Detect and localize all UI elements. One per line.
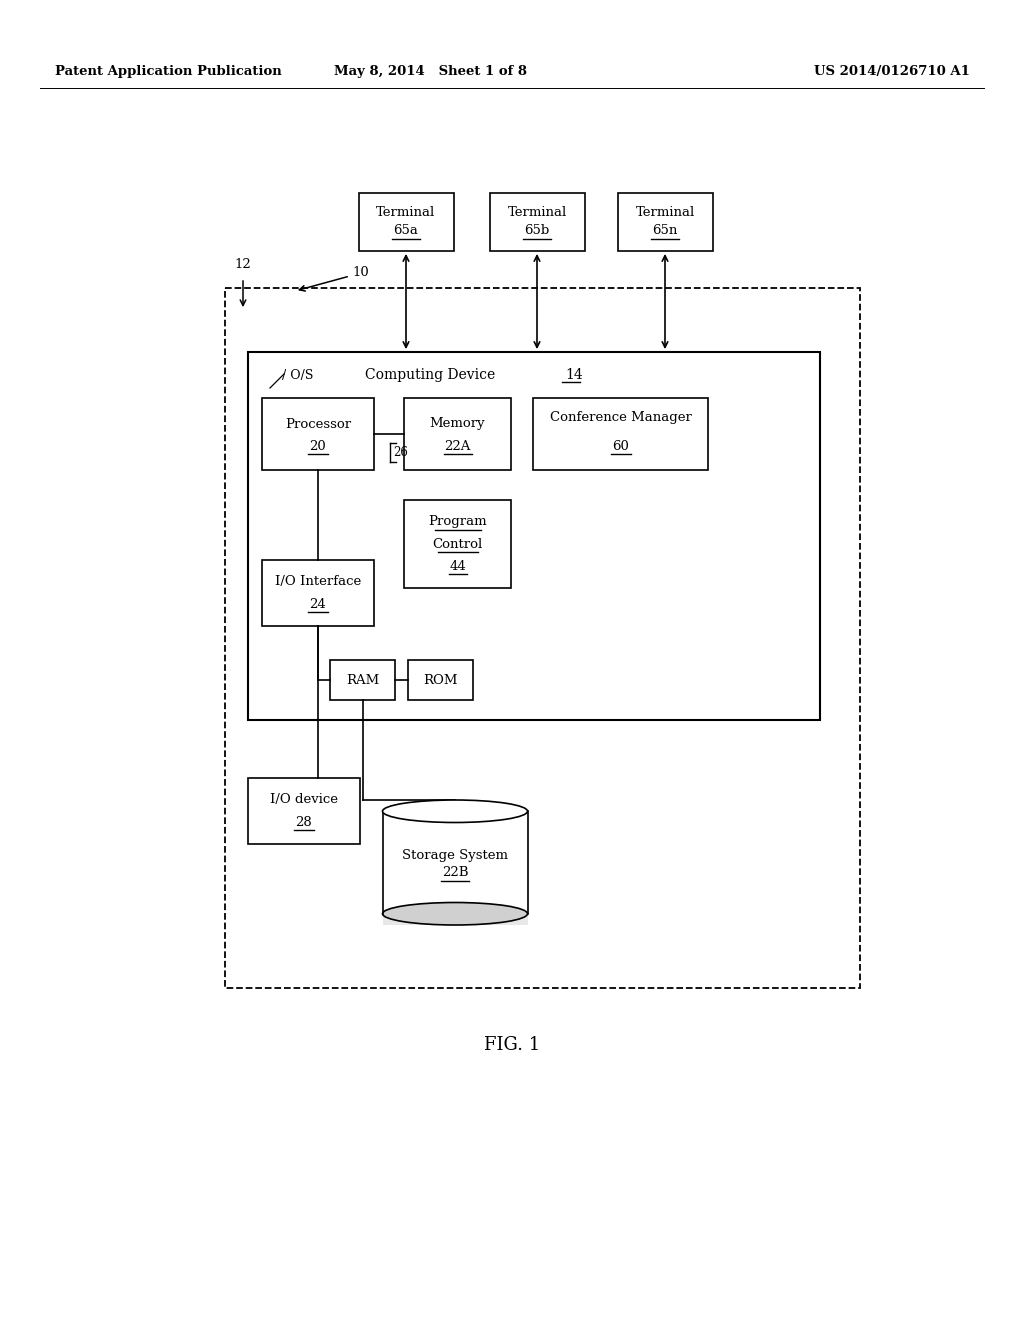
Text: 14: 14	[565, 368, 583, 381]
Bar	[408, 660, 473, 700]
Bar	[225, 288, 860, 987]
Bar	[262, 560, 374, 626]
Text: May 8, 2014   Sheet 1 of 8: May 8, 2014 Sheet 1 of 8	[334, 66, 526, 78]
Ellipse shape	[383, 800, 527, 822]
Bar	[404, 500, 511, 587]
Text: 65a: 65a	[393, 224, 419, 238]
Bar	[404, 399, 511, 470]
Text: Terminal: Terminal	[377, 206, 435, 219]
Text: 24: 24	[309, 598, 327, 610]
Bar	[383, 812, 527, 925]
Text: RAM: RAM	[346, 673, 379, 686]
Text: 28: 28	[296, 816, 312, 829]
Text: 65b: 65b	[524, 224, 550, 238]
Bar	[383, 812, 527, 913]
Bar	[248, 352, 820, 719]
Text: Terminal: Terminal	[635, 206, 694, 219]
Text: US 2014/0126710 A1: US 2014/0126710 A1	[814, 66, 970, 78]
Ellipse shape	[383, 903, 527, 925]
Text: Processor: Processor	[285, 417, 351, 430]
Text: Computing Device: Computing Device	[365, 368, 496, 381]
Text: 26: 26	[393, 446, 408, 459]
Text: 60: 60	[612, 440, 629, 453]
Text: ROM: ROM	[423, 673, 458, 686]
Text: 20: 20	[309, 440, 327, 453]
Text: Terminal: Terminal	[507, 206, 566, 219]
Bar	[489, 193, 585, 251]
Text: Control: Control	[432, 537, 482, 550]
Text: 65n: 65n	[652, 224, 678, 238]
Text: Patent Application Publication: Patent Application Publication	[55, 66, 282, 78]
Text: / O/S: / O/S	[282, 370, 313, 383]
Bar	[248, 777, 360, 843]
Text: Program: Program	[428, 516, 486, 528]
Bar	[262, 399, 374, 470]
Text: 22B: 22B	[441, 866, 468, 879]
Bar	[358, 193, 454, 251]
Text: I/O device: I/O device	[270, 793, 338, 807]
Text: 10: 10	[352, 265, 369, 279]
Text: 22A: 22A	[444, 440, 471, 453]
Text: Conference Manager: Conference Manager	[550, 412, 691, 425]
Text: Storage System: Storage System	[402, 849, 508, 862]
Bar	[534, 399, 708, 470]
Bar	[617, 193, 713, 251]
Text: I/O Interface: I/O Interface	[274, 576, 361, 589]
Bar	[330, 660, 395, 700]
Text: 44: 44	[450, 560, 466, 573]
Text: FIG. 1: FIG. 1	[484, 1036, 540, 1053]
Text: Memory: Memory	[430, 417, 485, 430]
Text: 12: 12	[234, 259, 251, 272]
